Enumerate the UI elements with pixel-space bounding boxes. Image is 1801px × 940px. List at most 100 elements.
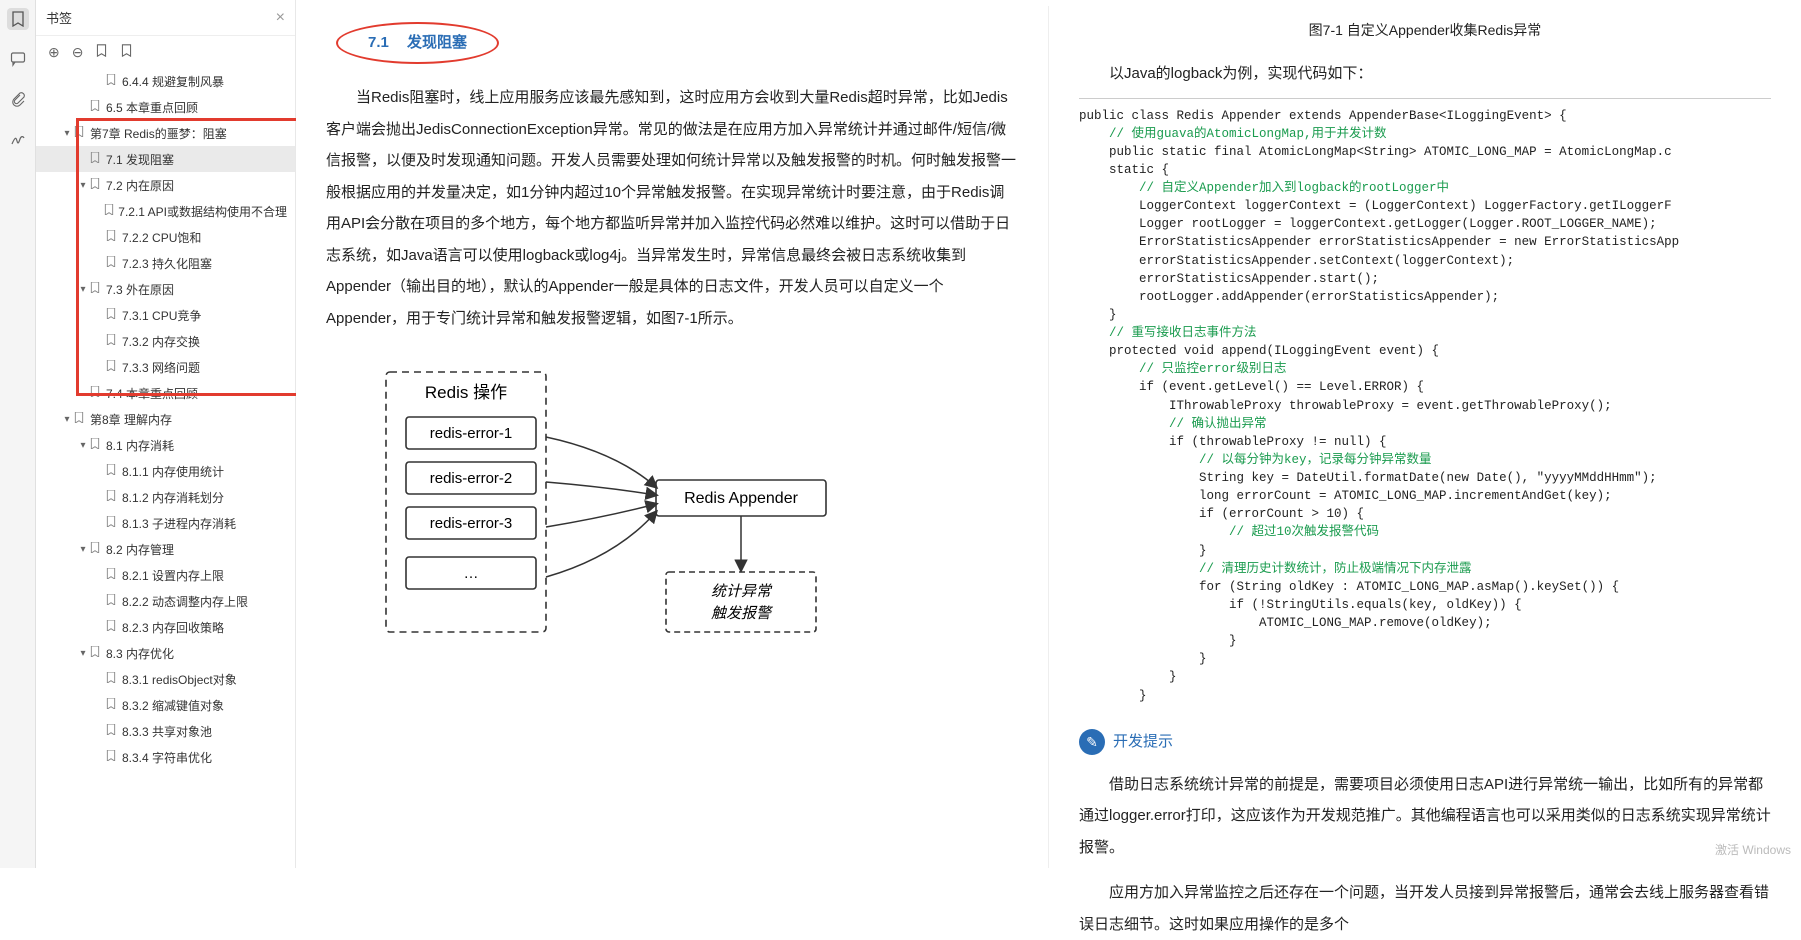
add-bookmark-icon[interactable] [95,44,108,60]
body-paragraph: 当Redis阻塞时，线上应用服务应该最先感知到，这时应用方会收到大量Redis超… [326,82,1018,334]
outline-item[interactable]: ▾8.2 内存管理 [36,536,295,562]
bookmark-glyph-icon [106,360,120,374]
bookmarks-sidebar: 书签 × ⊕ ⊖ ▸6.4.4 规避复制风暴▸6.5 本章重点回顾▾第7章 Re… [36,0,296,868]
outline-label: 7.4 本章重点回顾 [106,385,198,402]
bookmark-glyph-icon [106,724,120,738]
bookmark-glyph-icon [106,230,120,244]
bookmark-glyph-icon [74,126,88,140]
outline-item[interactable]: ▸7.2.1 API或数据结构使用不合理 [36,198,295,224]
diagram-alert2: 触发报警 [711,605,774,622]
bookmark-glyph-icon [106,464,120,478]
outline-label: 8.1.2 内存消耗划分 [122,489,224,506]
outline-item[interactable]: ▸7.2.2 CPU饱和 [36,224,295,250]
outline-item[interactable]: ▸8.3.2 缩减键值对象 [36,692,295,718]
bookmark-glyph-icon [106,74,120,88]
bookmark-glyph-icon [90,386,104,400]
caret-icon[interactable]: ▾ [76,648,90,659]
bookmark-glyph-icon [106,516,120,530]
bookmark-glyph-icon [106,620,120,634]
signature-icon[interactable] [7,128,29,150]
caret-icon[interactable]: ▾ [76,544,90,555]
expand-tool-icon[interactable]: ⊕ [48,44,60,61]
outline-item[interactable]: ▸8.2.1 设置内存上限 [36,562,295,588]
outline-label: 7.2.2 CPU饱和 [122,229,201,246]
bookmark-glyph-icon [106,308,120,322]
caret-icon[interactable]: ▾ [76,440,90,451]
outline-item[interactable]: ▸8.2.3 内存回收策略 [36,614,295,640]
outline-label: 6.5 本章重点回顾 [106,99,198,116]
page-right: 图7-1 自定义Appender收集Redis异常 以Java的logback为… [1048,6,1801,868]
outline-item[interactable]: ▸8.3.1 redisObject对象 [36,666,295,692]
bookmark-glyph-icon [106,490,120,504]
bookmark-glyph-icon [90,646,104,660]
outline-item[interactable]: ▸8.2.2 动态调整内存上限 [36,588,295,614]
body-paragraph-2: 应用方加入异常监控之后还存在一个问题，当开发人员接到异常报警后，通常会去线上服务… [1079,877,1771,940]
diagram-alert1: 统计异常 [711,583,773,600]
outline-item[interactable]: ▸7.3.2 内存交换 [36,328,295,354]
svg-text:redis-error-3: redis-error-3 [430,515,513,532]
bookmark-glyph-icon [90,282,104,296]
watermark: 激活 Windows [1715,838,1791,862]
outline-item[interactable]: ▸8.1.2 内存消耗划分 [36,484,295,510]
diagram-ops-title: Redis 操作 [425,383,507,402]
outline-item[interactable]: ▸8.3.3 共享对象池 [36,718,295,744]
outline-item[interactable]: ▸7.4 本章重点回顾 [36,380,295,406]
bookmark-glyph-icon [90,100,104,114]
code-block: public class Redis Appender extends Appe… [1079,107,1771,705]
outline-label: 8.1 内存消耗 [106,437,174,454]
outline-item[interactable]: ▸7.3.1 CPU竞争 [36,302,295,328]
tip-paragraph: 借助日志系统统计异常的前提是，需要项目必须使用日志API进行异常统一输出，比如所… [1079,769,1771,864]
outline-item[interactable]: ▸7.3.3 网络问题 [36,354,295,380]
caret-icon[interactable]: ▾ [60,128,74,139]
outline-item[interactable]: ▾第7章 Redis的噩梦：阻塞 [36,120,295,146]
comment-icon[interactable] [7,48,29,70]
outline-label: 8.1.3 子进程内存消耗 [122,515,236,532]
code-intro: 以Java的logback为例，实现代码如下： [1079,58,1771,90]
sidebar-toolbar: ⊕ ⊖ [36,36,295,68]
bookmark-tool-icon[interactable] [120,44,133,60]
outline-item[interactable]: ▾ 7.2 内在原因 [36,172,295,198]
svg-text:redis-error-1: redis-error-1 [430,425,513,442]
section-title: 发现阻塞 [407,34,467,51]
sidebar-title: 书签 [46,8,276,27]
outline-label: 8.1.1 内存使用统计 [122,463,224,480]
outline-label: 7.3.1 CPU竞争 [122,307,201,324]
svg-text:…: … [464,565,479,582]
bookmark-glyph-icon [90,542,104,556]
outline-label: 7.2 内在原因 [106,177,174,194]
bookmark-tab-icon[interactable] [7,8,29,30]
svg-text:redis-error-2: redis-error-2 [430,470,513,487]
outline-item[interactable]: ▸8.3.4 字符串优化 [36,744,295,770]
outline-item[interactable]: ▾7.3 外在原因 [36,276,295,302]
outline-label: 7.3.3 网络问题 [122,359,200,376]
outline-item[interactable]: ▾8.3 内存优化 [36,640,295,666]
bookmark-glyph-icon [106,698,120,712]
bookmark-glyph-icon [106,750,120,764]
outline-item[interactable]: ▸6.5 本章重点回顾 [36,94,295,120]
bookmark-glyph-icon [106,594,120,608]
caret-icon[interactable]: ▾ [60,414,74,425]
outline-item[interactable]: ▾第8章 理解内存 [36,406,295,432]
figure-caption: 图7-1 自定义Appender收集Redis异常 [1079,16,1771,44]
close-icon[interactable]: × [276,9,285,27]
caret-icon[interactable]: ▾ [76,284,90,295]
tip-label: 开发提示 [1113,727,1173,757]
section-number: 7.1 [368,34,389,51]
outline-item[interactable]: ▸7.1 发现阻塞 [36,146,295,172]
bookmark-glyph-icon [90,178,104,192]
outline-item[interactable]: ▸6.4.4 规避复制风暴 [36,68,295,94]
outline-item[interactable]: ▾ 8.1 内存消耗 [36,432,295,458]
outline-label: 8.2.1 设置内存上限 [122,567,224,584]
outline-item[interactable]: ▸8.1.1 内存使用统计 [36,458,295,484]
section-heading: 7.1 发现阻塞 [336,22,499,64]
caret-icon[interactable]: ▾ [76,180,90,191]
outline-item[interactable]: ▸7.2.3 持久化阻塞 [36,250,295,276]
document-content: 7.1 发现阻塞 当Redis阻塞时，线上应用服务应该最先感知到，这时应用方会收… [296,0,1801,868]
outline-item[interactable]: ▸8.1.3 子进程内存消耗 [36,510,295,536]
bookmark-glyph-icon [90,438,104,452]
bookmark-glyph-icon [106,334,120,348]
attachment-icon[interactable] [7,88,29,110]
collapse-tool-icon[interactable]: ⊖ [72,44,84,61]
outline-label: 7.1 发现阻塞 [106,151,174,168]
tip-icon: ✎ [1079,729,1105,755]
